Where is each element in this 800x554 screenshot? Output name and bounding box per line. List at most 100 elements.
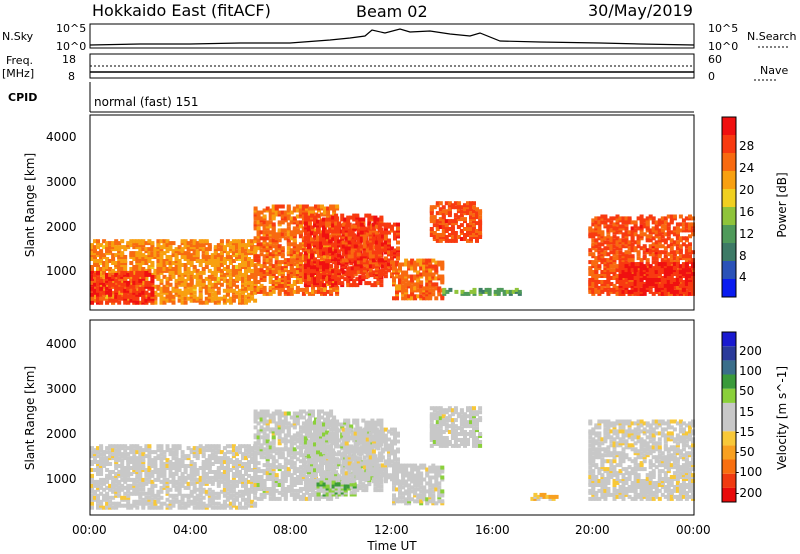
heatmap-cell [630, 282, 635, 286]
heatmap-cell [207, 286, 212, 291]
heatmap-cell [475, 221, 479, 226]
heatmap-cell [102, 487, 107, 492]
heatmap-cell [93, 282, 97, 287]
heatmap-cell [642, 222, 647, 227]
heatmap-cell [126, 286, 131, 291]
heatmap-cell [120, 282, 125, 287]
heatmap-cell [138, 265, 143, 269]
heatmap-cell [265, 206, 270, 211]
heatmap-cell [307, 291, 312, 296]
heatmap-cell [681, 236, 686, 241]
heatmap-cell [633, 240, 638, 245]
heatmap-cell [298, 287, 303, 292]
heatmap-cell [404, 282, 409, 287]
heatmap-cell [241, 452, 245, 457]
heatmap-cell [591, 252, 596, 257]
heatmap-cell [228, 268, 233, 273]
heatmap-cell [505, 289, 510, 294]
heatmap-cell [177, 268, 182, 273]
heatmap-cell [268, 220, 273, 225]
heatmap-cell [159, 489, 164, 494]
heatmap-cell [105, 485, 110, 490]
heatmap-cell [280, 283, 285, 288]
heatmap-cell [660, 244, 665, 249]
heatmap-cell [325, 259, 330, 264]
heatmap-cell [126, 272, 131, 277]
heatmap-cell [678, 278, 683, 282]
heatmap-cell [663, 274, 668, 278]
heatmap-cell [319, 251, 323, 256]
heatmap-cell [472, 201, 476, 206]
heatmap-cell [228, 493, 233, 498]
heatmap-cell [429, 205, 434, 210]
heatmap-cell [189, 239, 194, 244]
heatmap-cell [365, 252, 370, 257]
heatmap-cell [450, 238, 455, 243]
heatmap-cell [323, 236, 327, 241]
heatmap-cell [138, 481, 143, 486]
heatmap-cell [627, 240, 632, 245]
heatmap-cell [225, 470, 230, 474]
heatmap-cell [401, 280, 406, 285]
heatmap-cell [413, 274, 418, 279]
heatmap-cell [174, 485, 179, 490]
heatmap-cell [244, 481, 248, 486]
heatmap-cell [271, 280, 276, 284]
heatmap-cell [235, 491, 239, 496]
heatmap-cell [189, 481, 194, 486]
heatmap-cell [129, 477, 134, 482]
heatmap-cell [362, 226, 367, 231]
heatmap-cell [344, 224, 349, 229]
heatmap-cell [672, 262, 677, 267]
heatmap-cell [147, 239, 152, 244]
heatmap-cell [303, 235, 308, 240]
heatmap-cell [256, 254, 261, 259]
heatmap-cell [147, 501, 152, 506]
heatmap-cell [231, 251, 236, 256]
heatmap-cell [96, 263, 100, 267]
heatmap-cell [126, 300, 131, 305]
heatmap-cell [618, 244, 623, 249]
heatmap-cell [141, 497, 146, 502]
heatmap-cell [642, 291, 647, 296]
heatmap-cell [156, 444, 161, 449]
heatmap-cell [624, 230, 629, 235]
heatmap-cell [678, 248, 683, 253]
heatmap-cell [114, 272, 119, 277]
heatmap-cell [277, 278, 282, 282]
heatmap-cell [289, 248, 294, 253]
heatmap-cell [469, 215, 473, 220]
heatmap-cell [256, 226, 261, 231]
heatmap-cell [129, 243, 134, 248]
heatmap-cell [678, 254, 683, 259]
heatmap-cell [459, 209, 464, 214]
colorbar-swatch [722, 279, 736, 297]
heatmap-cell [684, 276, 689, 280]
heatmap-cell [323, 287, 327, 292]
heatmap-cell [144, 444, 149, 449]
heatmap-cell [353, 224, 358, 229]
heatmap-cell [138, 278, 143, 283]
heatmap-cell [210, 288, 215, 293]
heatmap-cell [219, 251, 224, 256]
heatmap-cell [286, 287, 291, 292]
heatmap-cell [238, 276, 242, 281]
heatmap-cell [165, 458, 170, 463]
heatmap-cell [147, 505, 152, 510]
heatmap-cell [326, 289, 331, 294]
heatmap-cell [432, 215, 437, 220]
heatmap-cell [377, 246, 382, 251]
heatmap-cell [192, 470, 197, 474]
heatmap-cell [120, 468, 125, 472]
heatmap-cell [138, 259, 143, 263]
heatmap-cell [666, 291, 671, 296]
heatmap-cell [609, 276, 614, 280]
heatmap-cell [606, 240, 611, 245]
heatmap-cell [487, 287, 492, 292]
heatmap-cell [126, 446, 131, 451]
heatmap-cell [213, 454, 218, 459]
heatmap-cell [669, 230, 674, 235]
cpid-label: CPID [8, 91, 37, 104]
heatmap-cell [675, 282, 680, 286]
heatmap-cell [307, 220, 312, 225]
